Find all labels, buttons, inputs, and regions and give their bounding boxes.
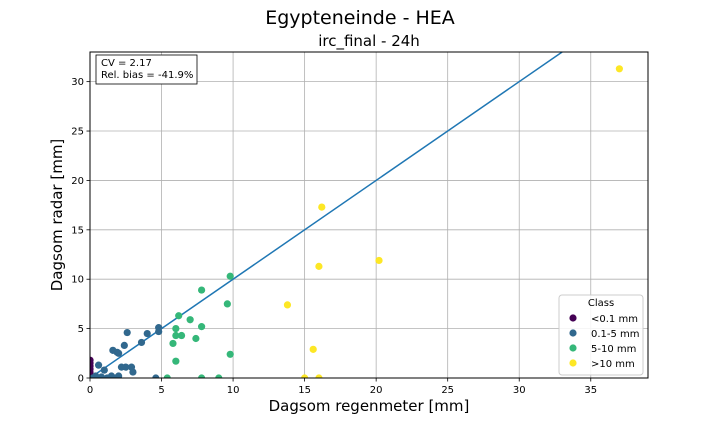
legend: Class <0.1 mm 0.1-5 mm 5-10 mm >10 mm bbox=[558, 294, 644, 376]
legend-label: >10 mm bbox=[591, 359, 635, 370]
data-point bbox=[198, 286, 206, 294]
data-point bbox=[226, 272, 234, 280]
chart-subtitle: irc_final - 24h bbox=[318, 32, 420, 51]
data-points bbox=[90, 65, 623, 378]
legend-marker bbox=[569, 314, 577, 322]
data-point bbox=[163, 374, 171, 378]
legend-title: Class bbox=[588, 298, 614, 309]
data-point bbox=[172, 325, 180, 333]
y-tick-label: 30 bbox=[71, 77, 84, 88]
data-point bbox=[115, 372, 123, 378]
data-point bbox=[137, 338, 146, 347]
x-axis-label: Dagsom regenmeter [mm] bbox=[269, 397, 470, 415]
data-point bbox=[301, 374, 309, 378]
x-tick-label: 35 bbox=[584, 385, 597, 396]
bias-text: Rel. bias = -41.9% bbox=[101, 70, 193, 81]
legend-label: 5-10 mm bbox=[591, 344, 636, 355]
data-point bbox=[175, 312, 183, 320]
data-point bbox=[375, 256, 383, 265]
legend-marker bbox=[569, 329, 577, 337]
x-tick-label: 0 bbox=[87, 385, 93, 396]
data-point bbox=[122, 363, 130, 371]
legend-marker bbox=[569, 344, 577, 352]
data-point bbox=[94, 361, 103, 369]
data-point bbox=[100, 366, 108, 374]
data-point bbox=[223, 300, 231, 308]
x-tick-label: 25 bbox=[441, 385, 454, 396]
cv-text: CV = 2.17 bbox=[101, 58, 152, 69]
data-point bbox=[198, 374, 206, 378]
y-axis-label: Dagsom radar [mm] bbox=[48, 139, 66, 292]
legend-label: <0.1 mm bbox=[591, 314, 638, 325]
data-point bbox=[169, 339, 177, 348]
grid bbox=[89, 52, 648, 379]
data-point bbox=[283, 301, 292, 309]
data-point bbox=[318, 203, 326, 211]
data-point bbox=[315, 374, 323, 378]
x-tick-label: 30 bbox=[513, 385, 526, 396]
data-point bbox=[155, 327, 163, 336]
identity-line bbox=[89, 51, 563, 379]
data-point bbox=[115, 349, 123, 357]
data-point bbox=[152, 374, 160, 378]
data-point bbox=[129, 368, 137, 376]
y-tick-label: 5 bbox=[78, 324, 84, 335]
chart-title: Egypteneinde - HEA bbox=[265, 7, 455, 29]
data-point bbox=[123, 328, 131, 337]
y-tick-label: 25 bbox=[71, 127, 84, 138]
data-point bbox=[615, 65, 623, 73]
x-tick-label: 10 bbox=[227, 385, 240, 396]
data-point bbox=[177, 331, 186, 340]
data-point bbox=[198, 323, 206, 331]
x-tick-label: 20 bbox=[370, 385, 383, 396]
legend-entries: <0.1 mm 0.1-5 mm 5-10 mm >10 mm bbox=[569, 314, 640, 370]
axis-ticks: 0 5 10 15 20 25 30 35 0 5 10 15 20 25 30 bbox=[71, 77, 597, 396]
legend-box bbox=[558, 294, 644, 376]
data-point bbox=[143, 329, 151, 338]
x-tick-label: 15 bbox=[298, 385, 311, 396]
plot-frame bbox=[89, 51, 649, 379]
x-tick-label: 5 bbox=[158, 385, 164, 396]
legend-marker bbox=[569, 359, 577, 367]
data-point bbox=[215, 374, 223, 378]
data-point bbox=[120, 341, 128, 349]
data-point bbox=[92, 372, 100, 378]
data-point bbox=[309, 345, 317, 353]
annotation-box bbox=[95, 54, 198, 85]
clipped-points bbox=[90, 65, 623, 378]
data-point bbox=[90, 356, 94, 364]
y-tick-label: 20 bbox=[71, 176, 84, 187]
y-tick-label: 0 bbox=[78, 374, 84, 385]
legend-label: 0.1-5 mm bbox=[591, 329, 640, 340]
data-point bbox=[226, 350, 234, 358]
y-tick-label: 15 bbox=[71, 225, 84, 236]
stats-annotation: CV = 2.17 Rel. bias = -41.9% bbox=[95, 54, 198, 85]
data-point bbox=[315, 262, 323, 270]
y-tick-label: 10 bbox=[71, 275, 84, 286]
data-point bbox=[192, 334, 200, 343]
identity-line-layer bbox=[89, 51, 563, 379]
data-point bbox=[172, 331, 180, 340]
data-point bbox=[172, 357, 180, 365]
data-point bbox=[186, 316, 194, 324]
data-point bbox=[97, 373, 106, 378]
